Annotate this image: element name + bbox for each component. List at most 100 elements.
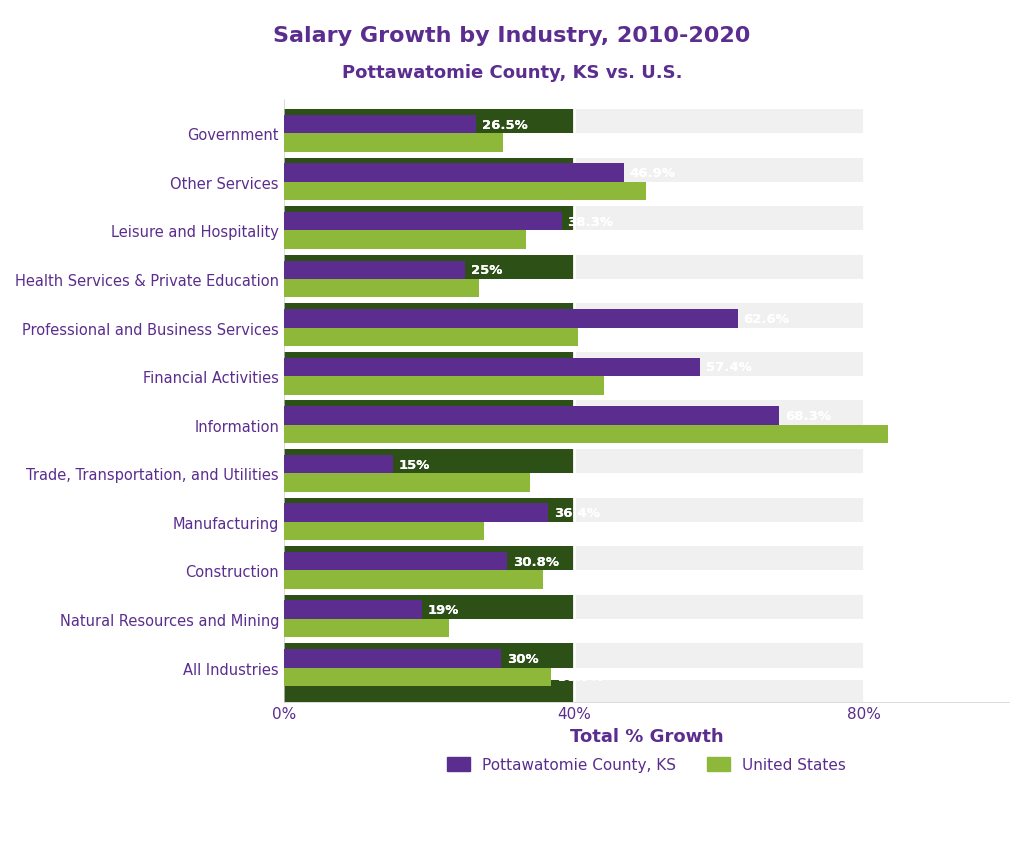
- Bar: [284, 291, 1009, 304]
- Text: 19%: 19%: [427, 603, 459, 617]
- Bar: [284, 182, 646, 201]
- Bar: [284, 182, 1009, 195]
- Bar: [284, 101, 573, 702]
- Bar: [284, 437, 1009, 450]
- Text: 83.3%: 83.3%: [894, 428, 940, 440]
- Text: 35.8%: 35.8%: [549, 573, 595, 586]
- Bar: [284, 310, 738, 328]
- Bar: [284, 583, 1009, 595]
- Bar: [284, 571, 1009, 583]
- Bar: [284, 195, 1009, 207]
- Text: 30.2%: 30.2%: [509, 137, 555, 150]
- Bar: [284, 522, 1009, 534]
- Bar: [284, 631, 1009, 643]
- Bar: [284, 668, 1009, 680]
- Text: 62.6%: 62.6%: [743, 313, 790, 325]
- Text: 30%: 30%: [507, 652, 539, 665]
- Bar: [284, 571, 544, 589]
- Text: 68.3%: 68.3%: [785, 410, 830, 423]
- Text: 33.9%: 33.9%: [536, 476, 582, 489]
- Text: 68.3%: 68.3%: [785, 410, 830, 423]
- Bar: [284, 358, 700, 377]
- Text: 33.4%: 33.4%: [531, 234, 578, 247]
- Text: 44.2%: 44.2%: [610, 379, 656, 393]
- Bar: [284, 649, 502, 668]
- Text: 44.2%: 44.2%: [610, 379, 656, 393]
- X-axis label: Total % Growth: Total % Growth: [569, 727, 723, 745]
- Bar: [284, 474, 529, 492]
- Text: 36.4%: 36.4%: [554, 506, 600, 520]
- Text: 46.9%: 46.9%: [630, 167, 676, 180]
- Bar: [284, 504, 548, 522]
- Text: 83.3%: 83.3%: [894, 428, 940, 440]
- Bar: [284, 455, 392, 474]
- Text: 30%: 30%: [507, 652, 539, 665]
- Text: 50%: 50%: [652, 186, 684, 199]
- Text: 15%: 15%: [398, 458, 430, 471]
- Bar: [284, 134, 1009, 147]
- Bar: [284, 425, 888, 444]
- Text: 15%: 15%: [398, 458, 430, 471]
- Bar: [284, 668, 552, 686]
- Text: 25%: 25%: [471, 264, 503, 277]
- Bar: [284, 552, 507, 571]
- Bar: [284, 389, 1009, 401]
- Text: 25%: 25%: [471, 264, 503, 277]
- Bar: [284, 279, 479, 298]
- Bar: [284, 534, 1009, 546]
- Text: 40.5%: 40.5%: [584, 331, 629, 344]
- Bar: [284, 377, 1009, 389]
- Text: Salary Growth by Industry, 2010-2020: Salary Growth by Industry, 2010-2020: [273, 26, 751, 45]
- Text: 36.4%: 36.4%: [554, 506, 600, 520]
- Text: 62.6%: 62.6%: [743, 313, 790, 325]
- Text: 22.8%: 22.8%: [455, 622, 501, 635]
- Text: 27.6%: 27.6%: [489, 525, 536, 538]
- Bar: [284, 328, 578, 347]
- Bar: [284, 425, 1009, 437]
- Text: 26.9%: 26.9%: [484, 282, 530, 296]
- Bar: [864, 101, 1009, 702]
- Bar: [284, 98, 1009, 110]
- Bar: [284, 406, 779, 425]
- Bar: [284, 619, 450, 637]
- Bar: [284, 619, 1009, 631]
- Text: 40.5%: 40.5%: [584, 331, 629, 344]
- Text: 30.8%: 30.8%: [513, 555, 559, 568]
- Bar: [284, 522, 484, 541]
- Text: 46.9%: 46.9%: [630, 167, 676, 180]
- Text: 27.6%: 27.6%: [489, 525, 536, 538]
- Text: 26.5%: 26.5%: [482, 118, 527, 131]
- Text: 38.3%: 38.3%: [567, 216, 613, 228]
- Text: 33.4%: 33.4%: [531, 234, 578, 247]
- Text: 26.5%: 26.5%: [482, 118, 527, 131]
- Bar: [284, 116, 476, 134]
- Bar: [284, 486, 1009, 498]
- Bar: [284, 164, 624, 182]
- Text: 26.9%: 26.9%: [484, 282, 530, 296]
- Text: 30.8%: 30.8%: [513, 555, 559, 568]
- Text: 22.8%: 22.8%: [455, 622, 501, 635]
- Text: 33.9%: 33.9%: [536, 476, 582, 489]
- Text: 50%: 50%: [652, 186, 684, 199]
- Text: 57.4%: 57.4%: [706, 361, 752, 374]
- Bar: [284, 134, 503, 153]
- Bar: [284, 244, 1009, 256]
- Bar: [284, 340, 1009, 353]
- Bar: [284, 601, 422, 619]
- Bar: [284, 231, 526, 250]
- Bar: [284, 279, 1009, 291]
- Text: 30.2%: 30.2%: [509, 137, 555, 150]
- Bar: [284, 231, 1009, 244]
- Text: 36.9%: 36.9%: [557, 671, 603, 683]
- Text: 38.3%: 38.3%: [567, 216, 613, 228]
- Text: 36.9%: 36.9%: [557, 671, 603, 683]
- Bar: [284, 213, 561, 231]
- Bar: [573, 101, 864, 702]
- Bar: [284, 147, 1009, 158]
- Text: Pottawatomie County, KS vs. U.S.: Pottawatomie County, KS vs. U.S.: [342, 64, 682, 82]
- Text: 57.4%: 57.4%: [706, 361, 752, 374]
- Text: 35.8%: 35.8%: [549, 573, 595, 586]
- Bar: [284, 328, 1009, 340]
- Bar: [284, 262, 465, 279]
- Text: 19%: 19%: [427, 603, 459, 617]
